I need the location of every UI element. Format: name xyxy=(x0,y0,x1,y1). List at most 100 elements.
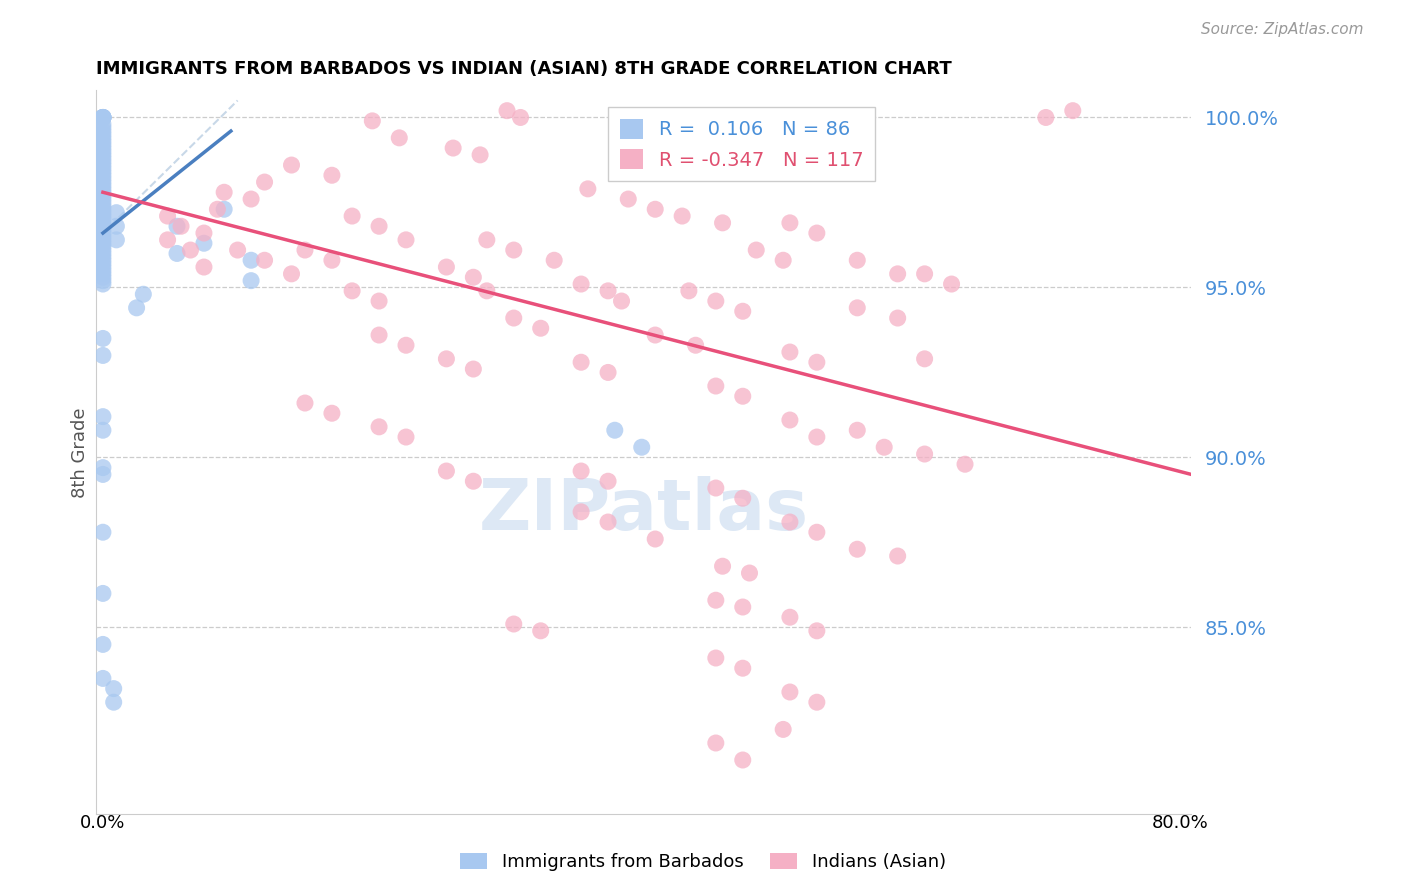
Point xyxy=(731,389,754,403)
Point xyxy=(806,430,828,444)
Point xyxy=(91,168,114,182)
Point xyxy=(91,260,114,274)
Point xyxy=(132,287,155,301)
Point xyxy=(91,226,114,240)
Point xyxy=(105,233,128,247)
Point xyxy=(846,423,869,437)
Point xyxy=(886,549,908,563)
Point xyxy=(569,505,592,519)
Point xyxy=(846,542,869,557)
Point xyxy=(644,202,666,217)
Point xyxy=(91,134,114,148)
Point xyxy=(91,243,114,257)
Point xyxy=(873,440,896,454)
Point xyxy=(475,233,498,247)
Point xyxy=(368,219,391,234)
Point xyxy=(294,243,316,257)
Point xyxy=(468,148,491,162)
Point xyxy=(731,491,754,506)
Point xyxy=(779,515,801,529)
Point xyxy=(441,141,464,155)
Point xyxy=(436,464,458,478)
Point xyxy=(543,253,565,268)
Point xyxy=(806,226,828,240)
Legend: R =  0.106   N = 86, R = -0.347   N = 117: R = 0.106 N = 86, R = -0.347 N = 117 xyxy=(609,107,875,181)
Point xyxy=(91,240,114,254)
Point xyxy=(91,267,114,281)
Point xyxy=(91,111,114,125)
Point xyxy=(569,277,592,291)
Point xyxy=(91,111,114,125)
Point xyxy=(630,440,652,454)
Point xyxy=(105,219,128,234)
Point xyxy=(711,559,734,574)
Point xyxy=(463,362,485,376)
Point xyxy=(704,379,727,393)
Point xyxy=(731,661,754,675)
Point xyxy=(91,137,114,152)
Point xyxy=(253,175,276,189)
Point xyxy=(91,131,114,145)
Point xyxy=(91,111,114,125)
Point xyxy=(914,267,936,281)
Point xyxy=(704,736,727,750)
Point xyxy=(166,246,188,260)
Point xyxy=(436,260,458,274)
Point xyxy=(617,192,640,206)
Point xyxy=(610,293,633,308)
Point xyxy=(91,331,114,345)
Point xyxy=(91,423,114,437)
Point xyxy=(91,117,114,131)
Point xyxy=(91,274,114,288)
Y-axis label: 8th Grade: 8th Grade xyxy=(72,407,89,498)
Point xyxy=(91,111,114,125)
Point xyxy=(502,617,524,632)
Point xyxy=(596,366,619,380)
Point xyxy=(91,216,114,230)
Point xyxy=(361,113,384,128)
Point xyxy=(678,284,700,298)
Text: IMMIGRANTS FROM BARBADOS VS INDIAN (ASIAN) 8TH GRADE CORRELATION CHART: IMMIGRANTS FROM BARBADOS VS INDIAN (ASIA… xyxy=(96,60,952,78)
Point xyxy=(731,304,754,318)
Point xyxy=(193,236,215,251)
Point xyxy=(91,182,114,196)
Point xyxy=(212,186,235,200)
Point xyxy=(436,351,458,366)
Point xyxy=(569,355,592,369)
Point xyxy=(212,202,235,217)
Point xyxy=(340,209,363,223)
Point xyxy=(91,586,114,600)
Text: ZIPatlas: ZIPatlas xyxy=(478,475,808,545)
Point xyxy=(953,457,976,471)
Point xyxy=(569,464,592,478)
Text: 0.0%: 0.0% xyxy=(80,814,125,832)
Point xyxy=(806,525,828,540)
Point xyxy=(806,624,828,638)
Point xyxy=(91,672,114,686)
Point xyxy=(596,515,619,529)
Point xyxy=(105,205,128,219)
Point xyxy=(91,145,114,159)
Point xyxy=(91,192,114,206)
Point xyxy=(91,151,114,165)
Point xyxy=(91,263,114,277)
Point xyxy=(91,124,114,138)
Point xyxy=(207,202,229,217)
Point xyxy=(91,175,114,189)
Point xyxy=(463,474,485,488)
Point xyxy=(711,216,734,230)
Point xyxy=(779,685,801,699)
Point xyxy=(91,120,114,135)
Point xyxy=(240,274,263,288)
Point xyxy=(321,406,343,420)
Point xyxy=(91,270,114,285)
Point xyxy=(644,532,666,546)
Point xyxy=(321,168,343,182)
Point xyxy=(253,253,276,268)
Point xyxy=(772,723,794,737)
Point xyxy=(603,423,626,437)
Point xyxy=(91,637,114,651)
Point xyxy=(91,128,114,142)
Point xyxy=(91,205,114,219)
Point xyxy=(91,219,114,234)
